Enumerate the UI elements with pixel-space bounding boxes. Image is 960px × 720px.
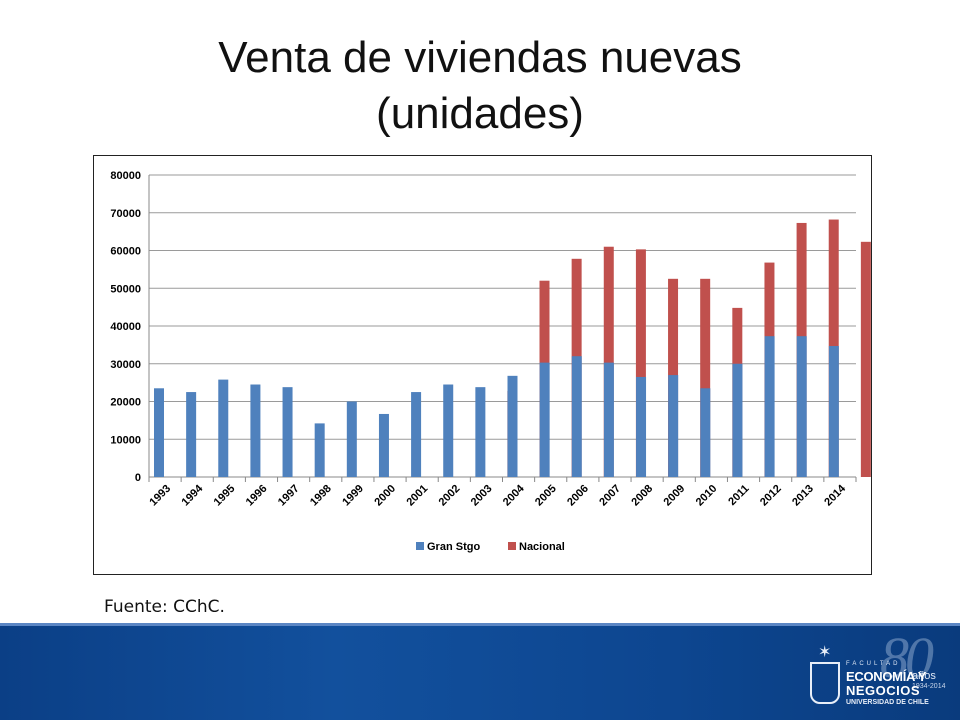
- university-crest-icon: [810, 642, 840, 704]
- x-tick-label: 1998: [308, 483, 334, 509]
- logo-anniversary-years: 1934-2014: [912, 683, 946, 690]
- logo-anniversary-word: años: [912, 670, 936, 682]
- bar-gran-stgo: [314, 423, 325, 477]
- y-tick-label: 60000: [110, 246, 141, 258]
- x-tick-label: 2013: [790, 483, 816, 509]
- legend-swatch: [416, 542, 424, 550]
- logo-universidad: UNIVERSIDAD DE CHILE: [846, 699, 929, 706]
- bar-gran-stgo: [796, 336, 807, 477]
- bar-gran-stgo: [186, 392, 197, 477]
- logo-economia: ECONOMÍA Y: [846, 669, 927, 684]
- x-tick-label: 1993: [147, 483, 173, 509]
- y-tick-label: 70000: [110, 208, 141, 220]
- x-tick-label: 2000: [372, 483, 398, 509]
- legend-label: Nacional: [519, 541, 565, 553]
- bar-gran-stgo: [282, 387, 293, 477]
- y-tick-label: 50000: [110, 283, 141, 295]
- slide-title-line2: (unidades): [376, 89, 584, 138]
- bar-gran-stgo: [154, 388, 164, 477]
- slide-title-line1: Venta de viviendas nuevas: [218, 33, 742, 82]
- bar-gran-stgo: [378, 413, 389, 477]
- slide-title: Venta de viviendas nuevas (unidades): [0, 30, 960, 142]
- bar-gran-stgo: [539, 362, 550, 477]
- bar-gran-stgo: [443, 384, 454, 477]
- bar-gran-stgo: [507, 375, 518, 477]
- bar-nacional: [635, 249, 646, 477]
- y-tick-label: 0: [135, 472, 141, 484]
- bar-gran-stgo: [250, 384, 261, 477]
- x-tick-label: 2007: [597, 483, 623, 509]
- bar-gran-stgo: [346, 401, 357, 477]
- legend-label: Gran Stgo: [427, 541, 480, 553]
- logo-facultad: FACULTAD: [846, 661, 901, 667]
- x-tick-label: 2005: [533, 483, 559, 509]
- logo-anniversary-number: 80: [880, 625, 934, 690]
- source-note: Fuente: CChC.: [104, 597, 225, 617]
- x-tick-label: 2011: [726, 483, 751, 508]
- x-tick-label: 2012: [758, 483, 784, 509]
- x-tick-label: 2003: [469, 483, 495, 509]
- bar-nacional: [603, 246, 614, 477]
- y-tick-label: 40000: [110, 321, 141, 333]
- bar-gran-stgo: [732, 363, 743, 477]
- bar-gran-stgo: [700, 388, 711, 477]
- bar-nacional: [700, 278, 711, 477]
- x-tick-label: 2006: [565, 483, 591, 509]
- x-tick-label: 2014: [822, 482, 848, 508]
- bar-gran-stgo: [828, 346, 839, 477]
- y-tick-label: 80000: [110, 170, 141, 182]
- x-tick-label: 1996: [244, 483, 270, 509]
- y-tick-label: 30000: [110, 359, 141, 371]
- y-tick-label: 10000: [110, 434, 141, 446]
- x-tick-label: 1999: [340, 483, 366, 509]
- y-tick-label: 20000: [110, 397, 141, 409]
- bar-gran-stgo: [571, 356, 582, 477]
- x-tick-label: 2001: [404, 483, 430, 509]
- x-tick-label: 2009: [662, 483, 688, 509]
- x-tick-label: 2002: [437, 483, 463, 509]
- bar-gran-stgo: [475, 387, 486, 477]
- x-tick-label: 1997: [276, 483, 302, 509]
- x-tick-label: 2010: [694, 483, 720, 509]
- x-tick-label: 2004: [501, 482, 527, 508]
- bar-gran-stgo: [603, 362, 614, 477]
- logo-negocios: NEGOCIOS: [846, 683, 921, 698]
- bar-chart: 0 10000 20000 30000 40000 50000 60000 70000 8000…: [110, 170, 871, 553]
- footer-band: [0, 623, 960, 720]
- bar-gran-stgo: [411, 392, 422, 477]
- legend-swatch: [508, 542, 516, 550]
- x-tick-label: 2008: [629, 483, 655, 509]
- faculty-logo: 80 años 1934-2014 FACULTAD ECONOMÍA Y NE…: [808, 625, 958, 718]
- chart-frame: 0 10000 20000 30000 40000 50000 60000 70000 8000…: [93, 155, 872, 575]
- x-tick-label: 1995: [212, 483, 238, 509]
- bar-gran-stgo: [636, 376, 647, 477]
- x-tick-label: 1994: [180, 482, 206, 508]
- bar-gran-stgo: [668, 375, 679, 477]
- bar-gran-stgo: [218, 379, 229, 477]
- bar-gran-stgo: [764, 336, 775, 477]
- bar-nacional: [860, 241, 871, 477]
